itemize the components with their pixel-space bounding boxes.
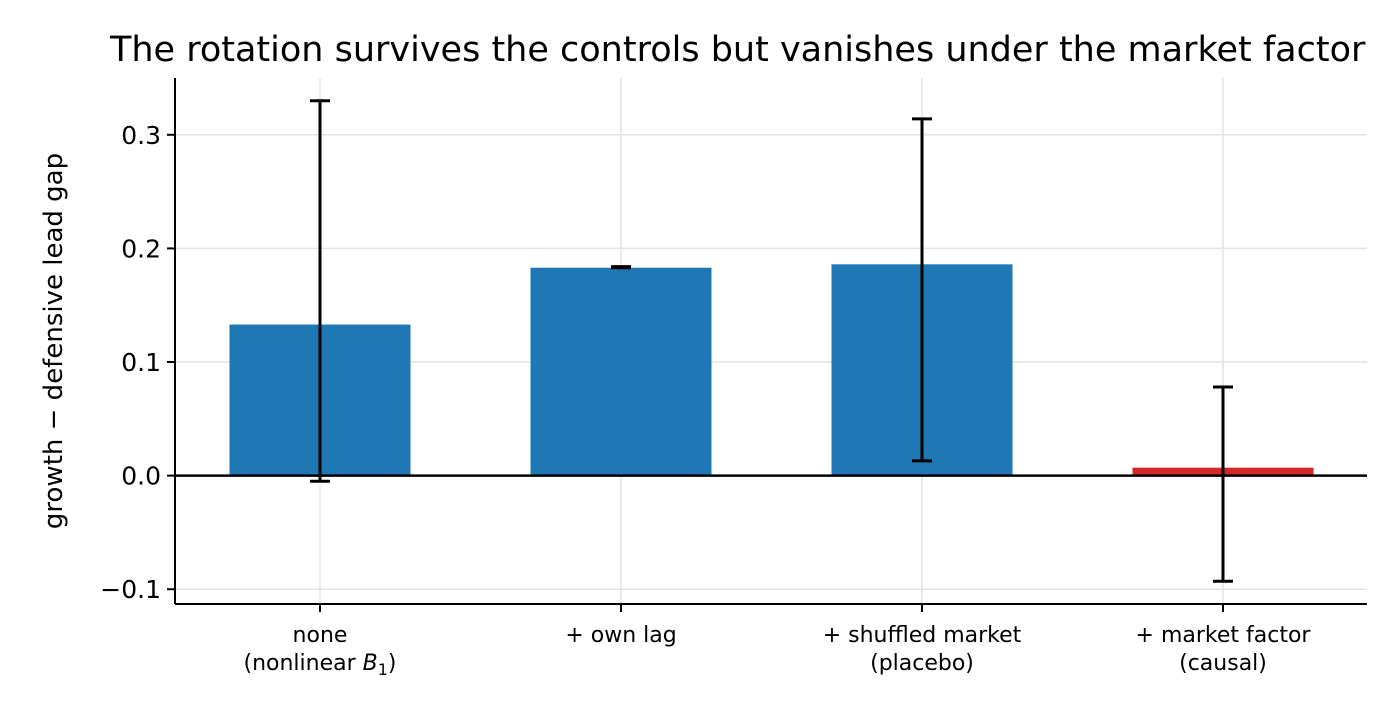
- error-bar-1: [611, 265, 631, 270]
- x-tick-sublabel: (nonlinear B1): [243, 651, 396, 679]
- x-ticks: none (nonlinear B1) + own lag + shuffled ma…: [243, 604, 1311, 679]
- x-tick-sublabel: (placebo): [870, 651, 974, 676]
- y-ticks: −0.1 0.0 0.1 0.2 0.3: [100, 121, 175, 604]
- y-tick-label: 0.2: [121, 234, 161, 263]
- y-axis-label: growth − defensive lead gap: [39, 153, 69, 529]
- bar-1: [530, 267, 712, 476]
- y-tick-label: 0.0: [121, 462, 161, 491]
- error-bar-3: [1213, 385, 1233, 583]
- x-tick-label: none: [293, 623, 348, 648]
- error-bar-2: [912, 117, 932, 463]
- x-tick-label: + market factor: [1136, 623, 1312, 648]
- x-tick-sublabel: (causal): [1179, 651, 1267, 676]
- error-bars: [310, 99, 1233, 583]
- x-tick-label: + own lag: [565, 623, 676, 648]
- bars: [229, 264, 1314, 476]
- axes: [174, 78, 1367, 605]
- chart-title: The rotation survives the controls but v…: [109, 30, 1366, 70]
- y-tick-label: −0.1: [100, 575, 161, 604]
- x-tick-label: + shuffled market: [823, 623, 1022, 648]
- y-tick-label: 0.1: [121, 348, 161, 377]
- error-bar-0: [310, 99, 330, 483]
- y-tick-label: 0.3: [121, 121, 161, 150]
